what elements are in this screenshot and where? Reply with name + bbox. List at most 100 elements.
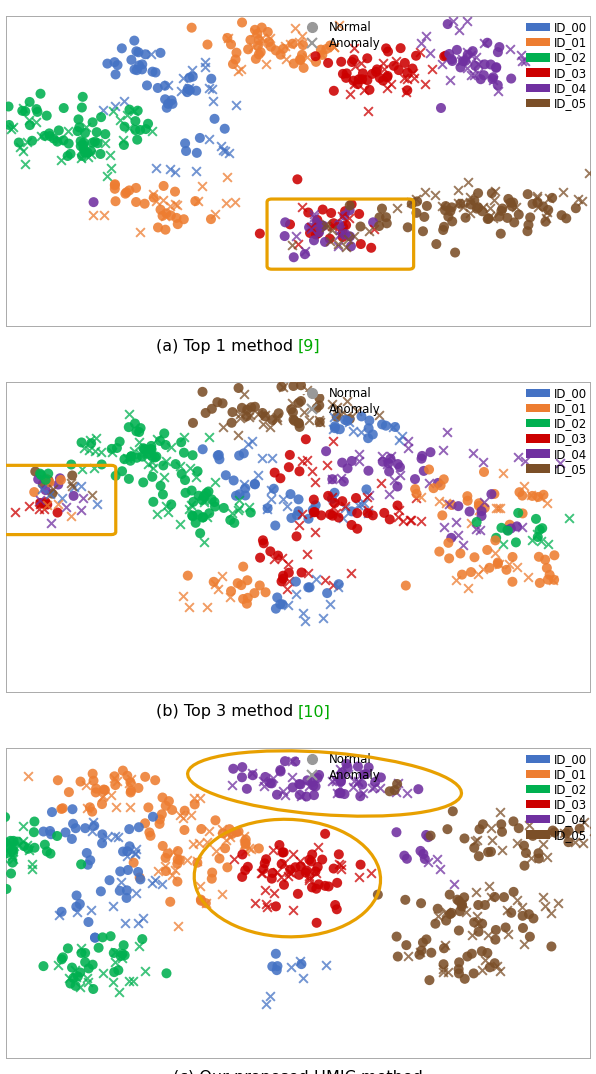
Point — [517, 519, 527, 536]
Point — [41, 471, 51, 489]
Point — [269, 884, 278, 901]
Point — [146, 440, 156, 458]
Point — [498, 200, 507, 217]
Point — [216, 137, 226, 155]
Point — [353, 758, 363, 775]
Point — [69, 815, 78, 832]
Point — [229, 851, 238, 868]
Point — [534, 548, 544, 565]
Point — [226, 35, 236, 53]
Point — [280, 753, 290, 770]
Point — [561, 825, 571, 842]
Point — [463, 173, 473, 190]
Point — [461, 53, 470, 70]
Point — [136, 420, 145, 437]
Point — [235, 409, 244, 426]
Point — [378, 453, 387, 470]
Point — [512, 518, 522, 535]
Point — [80, 125, 90, 142]
Point — [198, 383, 207, 401]
Point — [295, 419, 305, 436]
Point — [268, 449, 277, 466]
Point — [535, 489, 544, 506]
Point — [421, 826, 431, 843]
Point — [172, 209, 181, 227]
Point — [272, 408, 282, 425]
Point — [402, 64, 412, 82]
Point — [263, 499, 272, 517]
Point — [0, 146, 4, 163]
Point — [284, 863, 293, 881]
Point — [465, 193, 475, 211]
Point — [347, 195, 356, 213]
Point — [57, 800, 66, 817]
Point — [491, 499, 501, 517]
Point — [297, 506, 306, 523]
Point — [256, 865, 265, 882]
Point — [439, 48, 449, 66]
Point — [448, 802, 458, 819]
Point — [302, 48, 312, 66]
Point — [136, 871, 145, 888]
Point — [496, 815, 506, 832]
Point — [345, 410, 355, 427]
Point — [116, 862, 125, 880]
Point — [42, 843, 52, 860]
Point — [462, 44, 472, 61]
Point — [76, 502, 85, 519]
Point — [250, 398, 260, 416]
Point — [234, 447, 244, 464]
Point — [294, 775, 304, 793]
Point — [329, 215, 339, 232]
Point — [291, 585, 301, 603]
Point — [259, 778, 269, 795]
Point — [134, 57, 144, 74]
Point — [67, 456, 76, 474]
Point — [33, 470, 43, 488]
Point — [202, 833, 212, 851]
Point — [454, 892, 464, 910]
Point — [313, 769, 322, 786]
Point — [209, 92, 218, 110]
Point — [337, 54, 346, 71]
Point — [7, 846, 17, 863]
Point — [238, 846, 247, 863]
Point — [170, 861, 180, 879]
Point — [14, 836, 24, 853]
Point — [107, 440, 116, 458]
Point — [186, 496, 195, 513]
Point — [140, 440, 150, 458]
Point — [460, 888, 469, 905]
Point — [89, 193, 98, 211]
Point — [416, 512, 426, 529]
Point — [579, 834, 588, 852]
Point — [176, 434, 186, 451]
Point — [555, 455, 565, 473]
Point — [393, 478, 402, 495]
Point — [310, 523, 319, 540]
Point — [124, 972, 134, 989]
Point — [10, 838, 19, 855]
Point — [490, 955, 499, 972]
Point — [291, 753, 300, 770]
Point — [525, 928, 535, 945]
Point — [255, 224, 265, 242]
Point — [419, 462, 429, 479]
Point — [367, 865, 376, 882]
Point — [187, 19, 197, 37]
Point — [105, 872, 114, 889]
Point — [198, 509, 208, 526]
Point — [193, 192, 203, 209]
Point — [328, 421, 338, 438]
Point — [103, 55, 112, 72]
Point — [58, 800, 67, 817]
Point — [30, 813, 39, 830]
Point — [541, 551, 550, 568]
Point — [166, 894, 175, 911]
Point — [179, 445, 189, 462]
Point — [83, 856, 92, 873]
Point — [491, 532, 500, 549]
Point — [218, 819, 227, 837]
Point — [306, 853, 316, 870]
Point — [126, 52, 136, 69]
